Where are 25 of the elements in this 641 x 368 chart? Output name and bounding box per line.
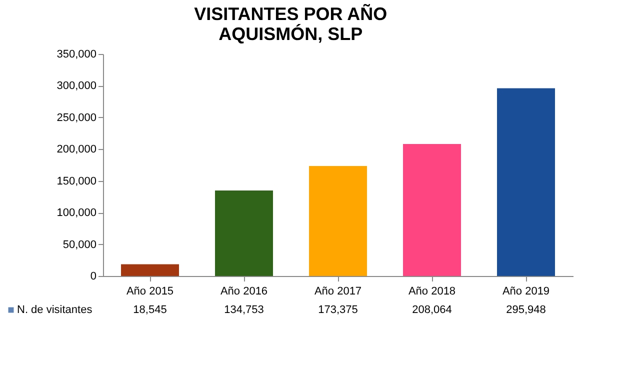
data-label: 134,753 <box>224 304 264 316</box>
bar <box>497 88 555 276</box>
y-tick-label: 300,000 <box>56 80 96 92</box>
y-tick-label: 150,000 <box>56 175 96 188</box>
data-label: 18,545 <box>133 304 167 316</box>
bar <box>403 144 461 276</box>
x-tick-label: Año 2017 <box>314 286 362 298</box>
data-label: 295,948 <box>506 304 546 316</box>
y-tick-label: 0 <box>90 270 96 282</box>
x-tick-label: Año 2019 <box>502 286 550 298</box>
y-tick-label: 200,000 <box>56 144 96 156</box>
y-tick-label: 250,000 <box>56 112 96 124</box>
y-tick-label: 100,000 <box>56 207 96 220</box>
x-tick-label: Año 2016 <box>220 286 268 298</box>
bar <box>121 264 179 276</box>
data-label: 173,375 <box>318 304 358 316</box>
chart-title: VISITANTES POR AÑO AQUISMÓN, SLP <box>194 3 388 44</box>
x-tick-label: Año 2015 <box>126 286 174 298</box>
bar <box>309 166 367 276</box>
bar <box>215 190 273 276</box>
data-label: 208,064 <box>412 304 452 316</box>
legend-label: N. de visitantes <box>17 304 93 316</box>
y-tick-label: 350,000 <box>56 48 96 60</box>
y-tick-label: 50,000 <box>62 238 96 251</box>
x-tick-label: Año 2018 <box>408 286 456 298</box>
